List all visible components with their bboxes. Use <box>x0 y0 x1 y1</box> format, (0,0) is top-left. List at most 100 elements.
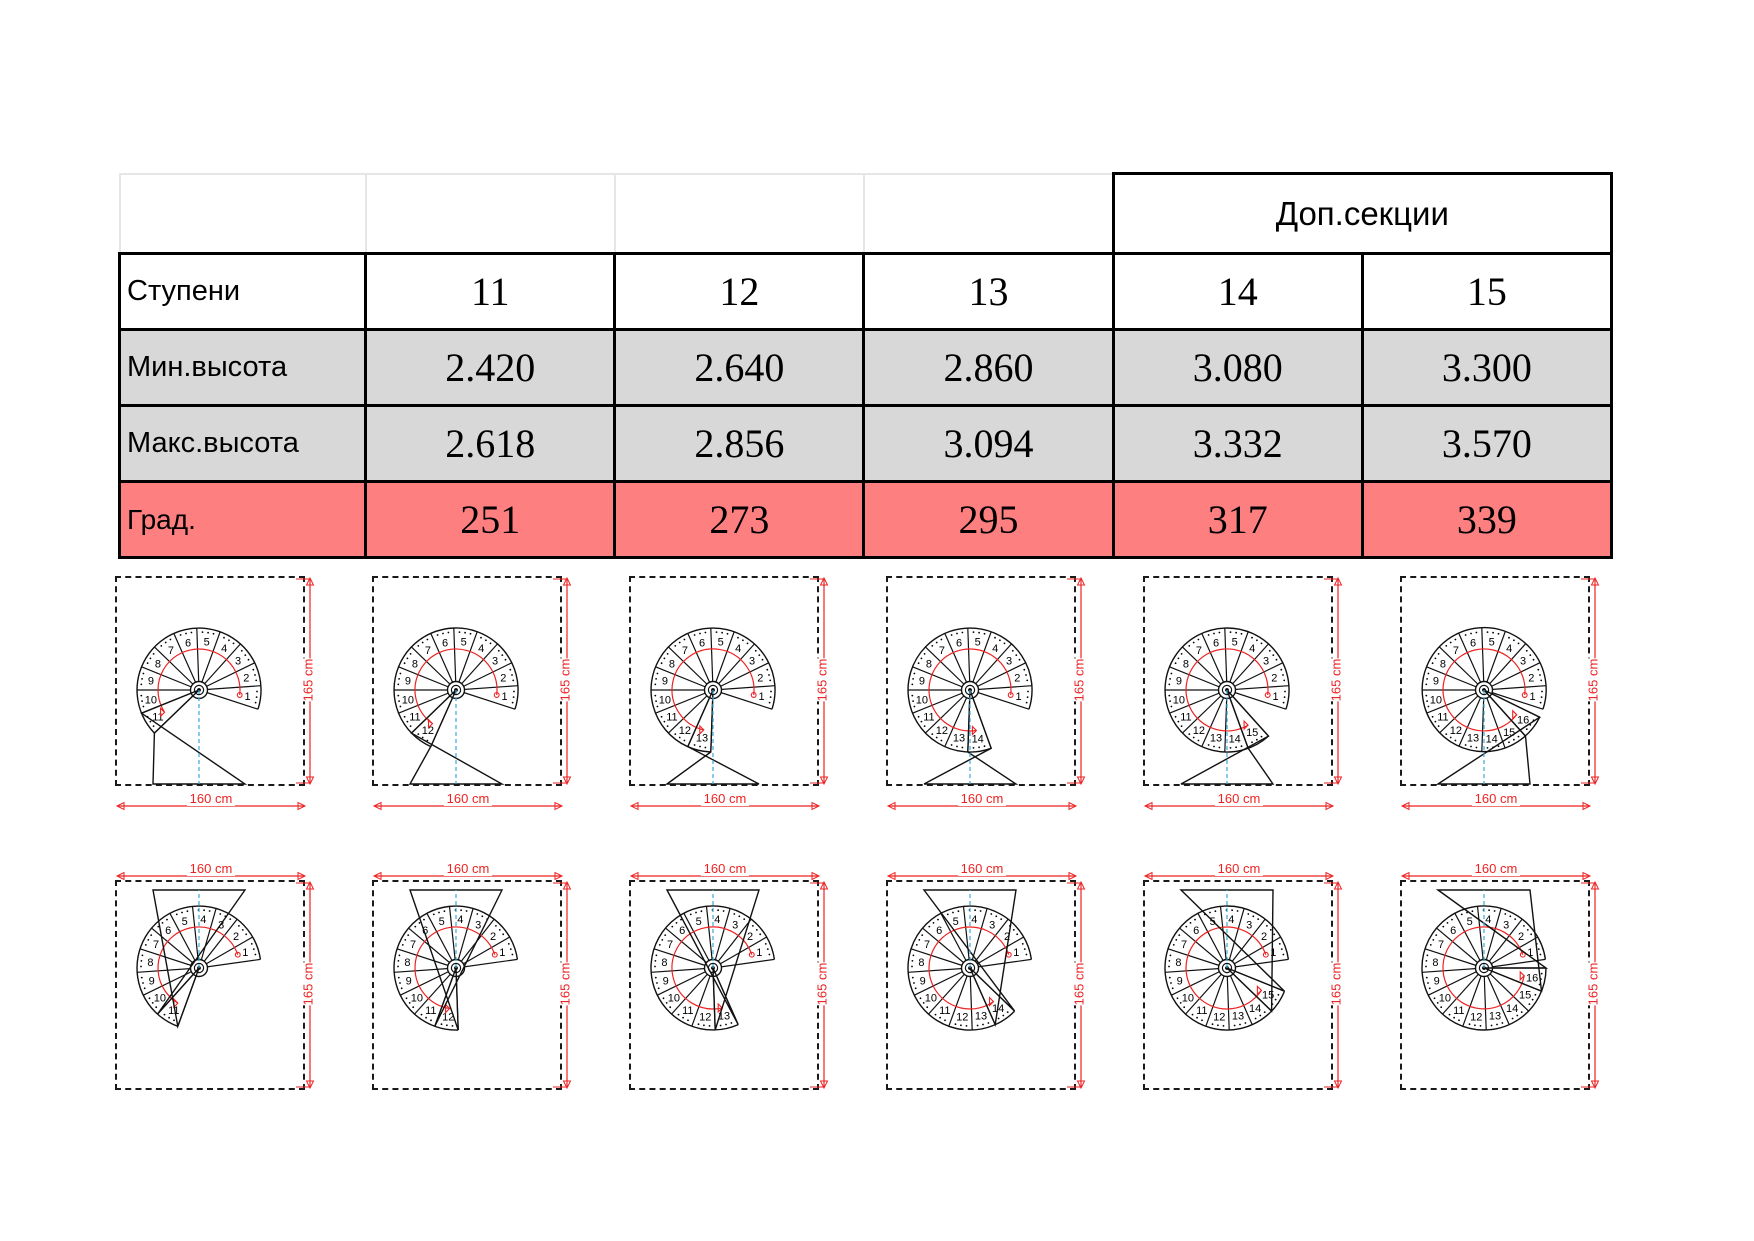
table-row-steps: Ступени 11 12 13 14 15 <box>117 252 1614 331</box>
tread-number: 11 <box>168 1005 179 1017</box>
dimension-width-label: 160 cm <box>1214 791 1264 806</box>
dimension-height-label: 165 cm <box>557 658 573 702</box>
tread-number: 6 <box>1213 637 1219 649</box>
tread-number: 11 <box>152 712 163 724</box>
tread-number: 4 <box>478 643 484 655</box>
dimension-height-label: 165 cm <box>814 962 830 1006</box>
tread-number: 12 <box>1213 1011 1225 1023</box>
dimension-width: 160 cm <box>115 790 307 812</box>
dimension-height-label: 165 cm <box>1071 658 1087 702</box>
tread-number: 11 <box>666 712 677 724</box>
tread-number: 5 <box>1232 637 1238 649</box>
header-blank-3 <box>862 172 1115 254</box>
dimension-width-label: 160 cm <box>957 861 1007 876</box>
tread-number: 10 <box>411 993 423 1005</box>
tread-number: 6 <box>442 637 448 649</box>
tread-number: 8 <box>669 658 675 670</box>
dimension-width-label: 160 cm <box>443 861 493 876</box>
tread-number: 9 <box>920 976 926 988</box>
tread-number: 4 <box>714 914 720 926</box>
min-height-cell-4: 3.300 <box>1360 328 1614 407</box>
tread-number: 3 <box>235 656 241 668</box>
dimension-width: 160 cm <box>629 790 821 812</box>
tread-number: 5 <box>696 916 702 928</box>
tread-number: 4 <box>1506 643 1512 655</box>
tread-number: 7 <box>1181 939 1187 951</box>
degrees-cell-3: 317 <box>1111 480 1364 559</box>
tread-number: 1 <box>499 947 505 959</box>
tread-number: 3 <box>475 919 481 931</box>
steps-cell-2: 13 <box>862 252 1115 331</box>
tread-number: 7 <box>168 645 174 657</box>
dimension-width: 160 cm <box>372 790 564 812</box>
tread-number: 1 <box>1530 691 1536 703</box>
tread-number: 3 <box>1520 656 1526 668</box>
max-height-cell-4: 3.570 <box>1360 404 1614 483</box>
tread-number: 4 <box>457 914 463 926</box>
tread-number: 5 <box>439 916 445 928</box>
dimension-height-label: 165 cm <box>1585 962 1601 1006</box>
min-height-cell-2: 2.860 <box>862 328 1115 407</box>
tread-number: 4 <box>1228 914 1234 926</box>
tread-number: 13 <box>1210 733 1222 745</box>
diagram-cell-14-steps: 1 2 3 4 5 6 7 8 9 10 11 12 13 14 165 cm 160 cm <box>876 861 1123 1162</box>
dimension-width: 160 cm <box>115 860 307 882</box>
tread-number: 5 <box>1210 916 1216 928</box>
tread-number: 12 <box>1193 725 1205 737</box>
row-label-min-height: Мин.высота <box>117 328 368 407</box>
dimension-width: 160 cm <box>886 860 1078 882</box>
dimension-height-label: 165 cm <box>1328 962 1344 1006</box>
table-header-row: Доп.секции <box>118 172 1614 254</box>
max-height-cell-3: 3.332 <box>1111 404 1364 483</box>
tread-number: 9 <box>1434 976 1440 988</box>
tread-number: 6 <box>936 925 942 937</box>
dimension-width-label: 160 cm <box>443 791 493 806</box>
tread-number: 9 <box>405 676 411 688</box>
tread-number: 1 <box>1273 691 1279 703</box>
dimension-height: 165 cm <box>1067 576 1107 786</box>
tread-number: 7 <box>1196 645 1202 657</box>
dimension-width: 160 cm <box>629 860 821 882</box>
tread-number: 7 <box>1438 939 1444 951</box>
tread-number: 6 <box>422 925 428 937</box>
tread-number: 3 <box>732 919 738 931</box>
diagram-cell-16-steps: 1 2 3 4 5 6 7 8 9 10 11 12 13 14 15 16 165 cm 160 cm <box>1390 861 1637 1162</box>
tread-number: 10 <box>925 993 937 1005</box>
tread-number: 8 <box>661 957 667 969</box>
tread-number: 4 <box>221 643 227 655</box>
min-height-cell-0: 2.420 <box>364 328 617 407</box>
tread-number: 1 <box>756 947 762 959</box>
steps-cell-1: 12 <box>613 252 866 331</box>
diagram-cell-11-steps: 1 2 3 4 5 6 7 8 9 10 11 165 cm 160 cm <box>105 568 352 858</box>
tread-number: 8 <box>1175 957 1181 969</box>
tread-number: 14 <box>1506 1003 1518 1015</box>
diagram-cell-12-steps: 1 2 3 4 5 6 7 8 9 10 11 12 165 cm 160 cm <box>362 861 609 1162</box>
dimension-width-label: 160 cm <box>1471 861 1521 876</box>
tread-number: 10 <box>1182 993 1194 1005</box>
degrees-cell-0: 251 <box>364 480 617 559</box>
dimension-width-label: 160 cm <box>700 861 750 876</box>
dimension-height-label: 165 cm <box>1328 658 1344 702</box>
max-height-cell-1: 2.856 <box>613 404 866 483</box>
dimension-width: 160 cm <box>1400 860 1592 882</box>
degrees-cell-1: 273 <box>613 480 866 559</box>
tread-number: 7 <box>1453 645 1459 657</box>
tread-number: 1 <box>245 691 251 703</box>
tread-number: 11 <box>425 1005 436 1017</box>
degrees-cell-2: 295 <box>862 480 1115 559</box>
tread-number: 4 <box>200 914 206 926</box>
tread-number: 14 <box>972 733 984 745</box>
staircase-spec-table: Доп.секции Ступени 11 12 13 14 15 Мин.вы… <box>117 172 1614 559</box>
tread-number: 8 <box>147 957 153 969</box>
tread-number: 12 <box>1470 1011 1482 1023</box>
tread-number: 10 <box>1430 694 1442 706</box>
tread-number: 9 <box>1177 976 1183 988</box>
tread-number: 5 <box>1489 637 1495 649</box>
tread-number: 3 <box>749 656 755 668</box>
tread-number: 6 <box>1193 925 1199 937</box>
